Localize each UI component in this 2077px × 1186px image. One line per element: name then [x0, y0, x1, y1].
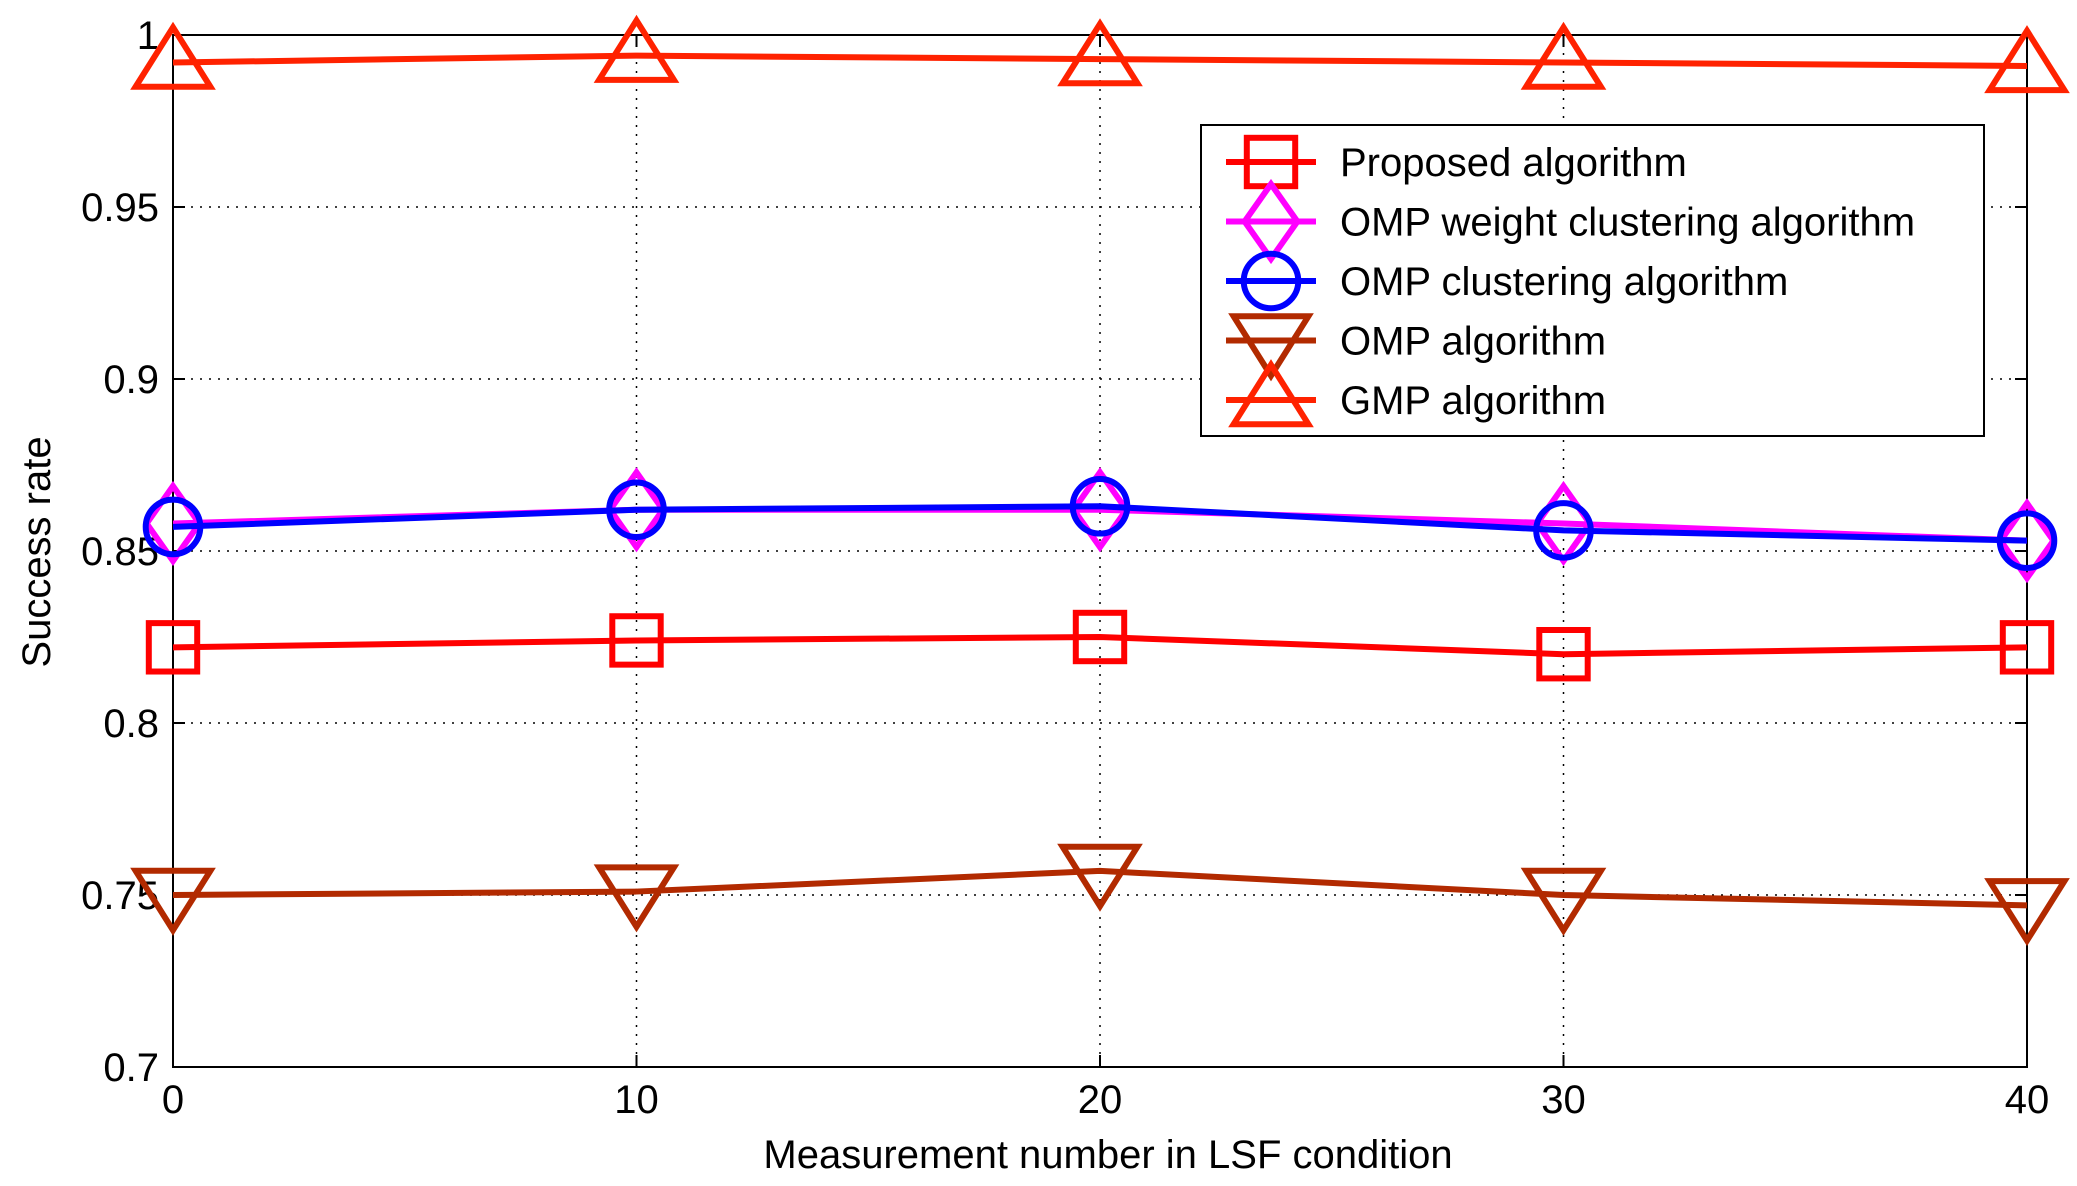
data-point [609, 613, 664, 668]
series-line [172, 503, 2028, 544]
legend-label: OMP clustering algorithm [1340, 260, 1788, 304]
series-square [145, 609, 2055, 682]
data-point [145, 620, 201, 675]
x-tick-label: 30 [1541, 1078, 1586, 1122]
y-tick-label: 0.8 [103, 702, 159, 746]
series-line [172, 52, 2028, 69]
series-line [172, 867, 2028, 909]
series-circle [142, 476, 2058, 571]
data-point [1996, 510, 2058, 571]
data-point [606, 467, 667, 553]
legend-item: GMP algorithm [1226, 359, 1606, 428]
legend: Proposed algorithm OMP weight clustering … [1200, 124, 1985, 437]
data-point [606, 479, 667, 541]
x-tick-label: 0 [162, 1078, 184, 1122]
legend-label: Proposed algorithm [1340, 141, 1687, 185]
data-point [1072, 609, 1128, 665]
data-point [142, 496, 204, 558]
data-point [1520, 867, 1607, 936]
series-triangle-down [130, 843, 2070, 947]
data-point [1533, 500, 1594, 561]
legend-label: GMP algorithm [1340, 379, 1606, 423]
series-line [172, 634, 2028, 658]
legend-item: OMP weight clustering algorithm [1226, 178, 1915, 265]
data-point [1057, 18, 1143, 87]
data-point [1536, 627, 1591, 682]
data-point [1999, 620, 2055, 675]
legend-label: OMP algorithm [1340, 320, 1606, 364]
data-point [1520, 21, 1607, 90]
legend-marker [1240, 178, 1302, 265]
data-point [130, 867, 216, 936]
data-point [1996, 498, 2058, 584]
y-tick-label: 0.9 [103, 358, 159, 402]
legend-marker [1240, 250, 1302, 312]
data-point [130, 21, 216, 90]
y-tick-label: 0.75 [81, 874, 159, 918]
x-tick-labels: 0 10 20 30 40 [162, 1078, 2049, 1122]
series-layer [130, 14, 2070, 947]
data-point [593, 864, 680, 933]
legend-marker [1228, 313, 1314, 382]
data-point [1069, 476, 1131, 537]
y-tick-labels: 0.70.750.80.850.90.951 [81, 14, 159, 1090]
data-point [1069, 467, 1131, 553]
data-point [593, 14, 680, 83]
data-point [1984, 878, 2070, 947]
data-point [1984, 25, 2070, 94]
y-tick-label: 0.7 [103, 1046, 159, 1090]
data-point [142, 480, 204, 567]
series-triangle-up [130, 14, 2070, 94]
x-tick-label: 20 [1078, 1078, 1123, 1122]
legend-marker [1228, 359, 1314, 428]
legend-label: OMP weight clustering algorithm [1340, 201, 1915, 245]
x-tick-label: 40 [2005, 1078, 2050, 1122]
x-axis-label: Measurement number in LSF condition [763, 1133, 1452, 1177]
legend-box [1200, 124, 1985, 437]
legend-item: OMP clustering algorithm [1226, 250, 1788, 312]
x-tick-label: 10 [614, 1078, 659, 1122]
y-tick-label: 0.95 [81, 186, 159, 230]
legend-item: Proposed algorithm [1226, 134, 1687, 190]
y-tick-label: 1 [137, 14, 159, 58]
y-axis-label: Success rate [15, 436, 59, 667]
legend-item: OMP algorithm [1226, 313, 1606, 382]
data-point [1057, 843, 1143, 912]
